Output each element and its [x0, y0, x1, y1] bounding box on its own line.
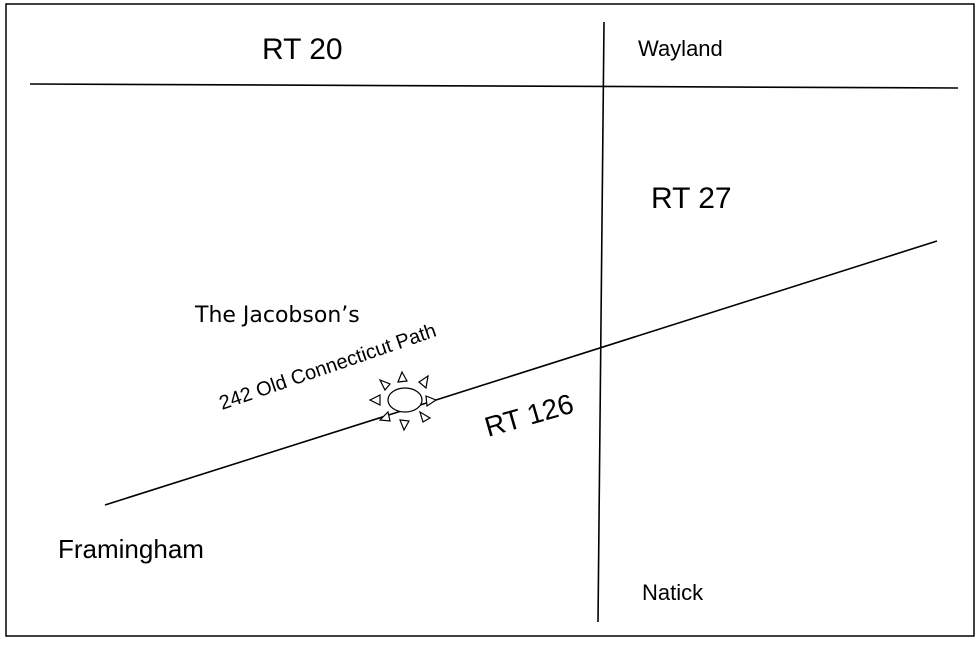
- town-label: Wayland: [638, 36, 723, 61]
- road-rt27: [597, 21, 605, 623]
- road-label: RT 27: [651, 182, 732, 215]
- map-border: [5, 3, 975, 637]
- road-rt126: [104, 240, 938, 506]
- town-label: Natick: [642, 580, 704, 605]
- road-label: RT 20: [262, 33, 343, 66]
- road-rt20: [29, 83, 959, 89]
- destination-marker: [368, 370, 438, 432]
- destination-name: The Jacobson’s: [194, 303, 360, 328]
- town-label: Framingham: [58, 534, 204, 564]
